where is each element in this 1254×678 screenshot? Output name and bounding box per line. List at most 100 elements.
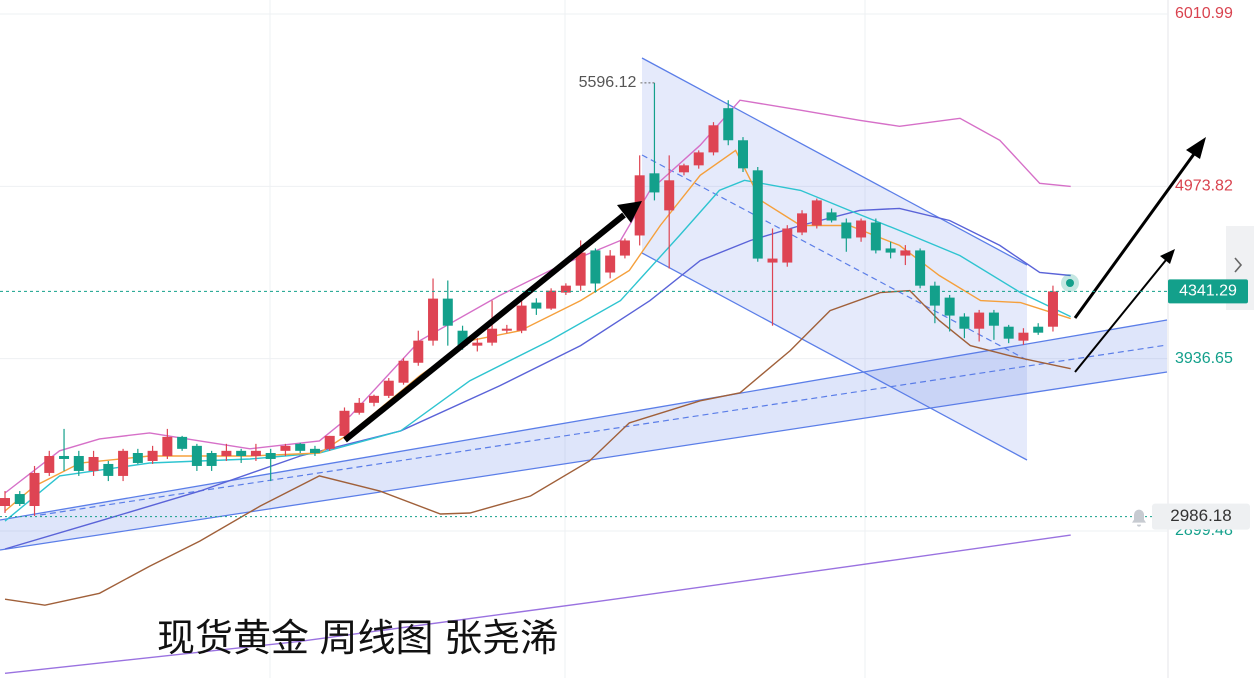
- arrow: [1073, 153, 1196, 319]
- candle-body: [619, 240, 630, 256]
- candle-body: [752, 170, 763, 259]
- candle-body: [811, 200, 822, 226]
- candle-body: [88, 456, 99, 471]
- last-price-tag: [1168, 279, 1248, 304]
- candle-body: [59, 455, 70, 459]
- marks-layer: [0, 82, 1072, 674]
- candle-body: [575, 252, 586, 286]
- candle-body: [678, 165, 689, 173]
- candle-body: [560, 285, 571, 293]
- candle-body: [29, 472, 40, 507]
- candle-body: [959, 316, 970, 329]
- channel-line: [0, 371, 1168, 551]
- arrow-head: [617, 201, 642, 223]
- indicator-line: [4, 289, 1071, 606]
- candle-body: [974, 312, 985, 329]
- candle-body: [0, 498, 10, 507]
- candle-body: [369, 395, 379, 403]
- candle-body: [295, 443, 306, 451]
- y-tick-label: 6010.99: [1175, 5, 1233, 22]
- alert-bell: [1132, 509, 1146, 527]
- candle-body: [826, 212, 837, 221]
- candle-body: [413, 340, 424, 363]
- indicator-line: [4, 534, 1071, 674]
- candle-body: [44, 455, 55, 473]
- candle-body: [1033, 326, 1044, 333]
- grid-layer: [0, 0, 1169, 678]
- candle-body: [501, 328, 512, 331]
- candle-body: [132, 452, 143, 463]
- candle-body: [472, 342, 483, 346]
- candle-body: [723, 108, 734, 141]
- candle-body: [767, 258, 778, 263]
- candle-body: [900, 250, 911, 256]
- candle-body: [782, 228, 793, 263]
- arrows: [343, 137, 1206, 443]
- channel-line: [641, 252, 1028, 461]
- candle-body: [664, 180, 675, 211]
- channel-line: [0, 319, 1168, 521]
- candle-body: [250, 450, 261, 456]
- last-price-label: 4341.29: [1179, 283, 1237, 300]
- candle-body: [487, 328, 498, 343]
- candle-body: [147, 450, 158, 461]
- candle-body: [929, 285, 940, 306]
- candle-body: [797, 213, 808, 233]
- candle-body: [546, 290, 557, 309]
- candle-body: [605, 255, 616, 273]
- candle-body: [265, 452, 276, 459]
- live-dot: [1066, 279, 1074, 287]
- candle-body: [103, 463, 114, 476]
- candle-body: [531, 302, 542, 309]
- candle-body: [915, 250, 926, 286]
- candle-body: [177, 436, 188, 449]
- labels-layer: 6010.994973.823936.652899.485596.124341.…: [0, 5, 1250, 539]
- candle-body: [649, 173, 660, 193]
- arrow-head: [1160, 249, 1175, 264]
- alert-label: 2986.18: [1170, 506, 1231, 525]
- candle-body: [309, 448, 320, 453]
- candle-body: [1018, 332, 1029, 341]
- channel-line: [641, 57, 1028, 266]
- indicator-line: [4, 99, 1071, 494]
- candle-body: [590, 250, 601, 284]
- candle-body: [841, 222, 852, 239]
- candle-body: [221, 450, 232, 456]
- candle-body: [988, 312, 999, 326]
- alert-tag: [1152, 503, 1250, 530]
- candle-body: [516, 305, 527, 331]
- channel-fill: [0, 320, 1167, 550]
- candle-body: [398, 360, 409, 383]
- candle-body: [280, 445, 291, 451]
- candle-body: [1003, 326, 1014, 339]
- candle-body: [870, 222, 881, 251]
- arrow-head: [1186, 137, 1206, 159]
- candle-body: [738, 140, 748, 169]
- candle-body: [428, 298, 439, 341]
- candle-body: [206, 452, 217, 466]
- y-tick-label: 3936.65: [1175, 350, 1233, 367]
- candle-body: [1047, 291, 1058, 327]
- candle-body: [708, 125, 719, 153]
- candle-body: [191, 445, 202, 466]
- candle-body: [324, 435, 335, 449]
- chevron: [1234, 257, 1243, 273]
- indicator-line: [4, 207, 1071, 550]
- candle-body: [118, 450, 129, 476]
- arrow: [343, 212, 626, 443]
- candle-body: [442, 298, 453, 326]
- candle-body: [856, 220, 867, 238]
- indicator-line: [4, 179, 1072, 522]
- candle-body: [693, 152, 704, 166]
- candle-body: [383, 380, 394, 396]
- arrow: [1074, 259, 1167, 373]
- chart-title: 现货黄金 周线图 张尧浠: [157, 618, 558, 660]
- candle-body: [339, 410, 350, 436]
- candle-body: [354, 402, 365, 413]
- rising-channel: [0, 319, 1168, 551]
- candle-body: [885, 248, 896, 253]
- candle-body: [162, 436, 173, 456]
- peak-label: 5596.12: [579, 74, 637, 91]
- candle-body: [457, 330, 468, 346]
